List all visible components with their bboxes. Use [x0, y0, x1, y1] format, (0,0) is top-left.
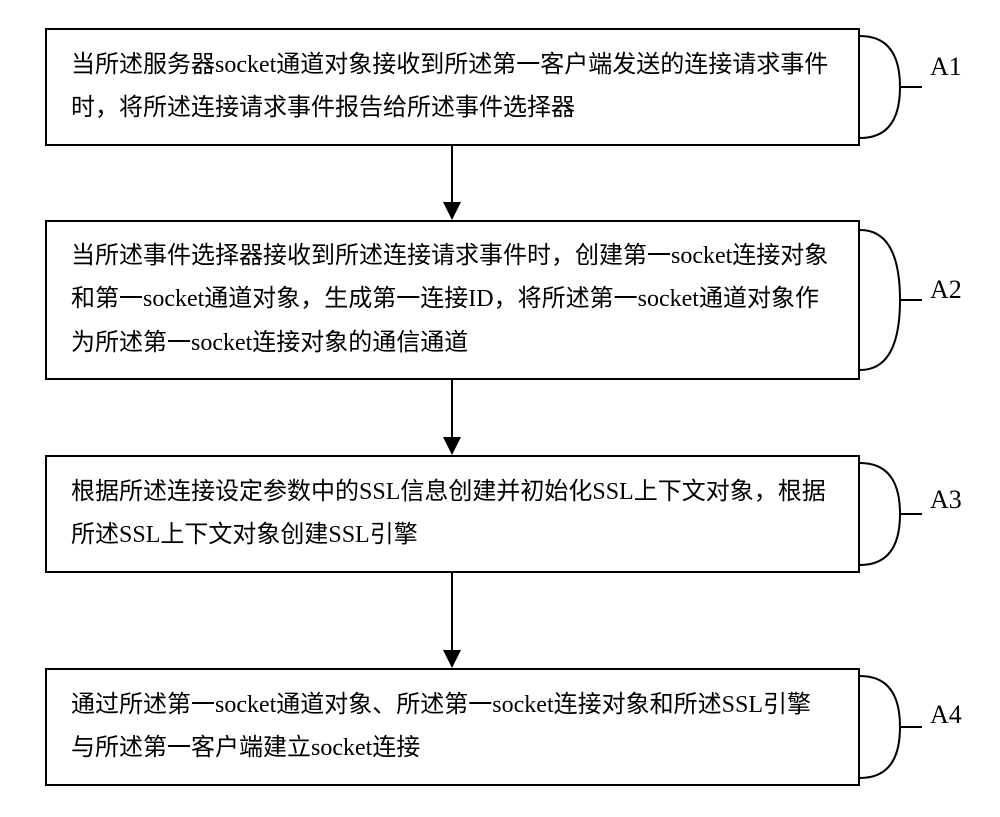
bracket-a4 — [860, 668, 930, 786]
arrow-3-line — [451, 573, 453, 650]
arrow-2-line — [451, 380, 453, 437]
step-a3-label: A3 — [930, 485, 962, 515]
flowchart-container: 当所述服务器socket通道对象接收到所述第一客户端发送的连接请求事件时，将所述… — [0, 0, 1000, 817]
step-a4-text: 通过所述第一socket通道对象、所述第一socket连接对象和所述SSL引擎与… — [71, 684, 834, 770]
step-a2-label: A2 — [930, 275, 962, 305]
step-a2-box: 当所述事件选择器接收到所述连接请求事件时，创建第一socket连接对象和第一so… — [45, 220, 860, 380]
step-a4-label: A4 — [930, 700, 962, 730]
step-a3-text: 根据所述连接设定参数中的SSL信息创建并初始化SSL上下文对象，根据所述SSL上… — [71, 471, 834, 557]
step-a1-label: A1 — [930, 52, 962, 82]
bracket-a1 — [860, 28, 930, 146]
bracket-a2 — [860, 220, 930, 380]
arrow-2-head — [443, 437, 461, 455]
step-a4-box: 通过所述第一socket通道对象、所述第一socket连接对象和所述SSL引擎与… — [45, 668, 860, 786]
step-a1-box: 当所述服务器socket通道对象接收到所述第一客户端发送的连接请求事件时，将所述… — [45, 28, 860, 146]
arrow-1-head — [443, 202, 461, 220]
step-a3-box: 根据所述连接设定参数中的SSL信息创建并初始化SSL上下文对象，根据所述SSL上… — [45, 455, 860, 573]
arrow-3-head — [443, 650, 461, 668]
step-a1-text: 当所述服务器socket通道对象接收到所述第一客户端发送的连接请求事件时，将所述… — [71, 44, 834, 130]
step-a2-text: 当所述事件选择器接收到所述连接请求事件时，创建第一socket连接对象和第一so… — [71, 235, 834, 365]
bracket-a3 — [860, 455, 930, 573]
arrow-1-line — [451, 146, 453, 202]
